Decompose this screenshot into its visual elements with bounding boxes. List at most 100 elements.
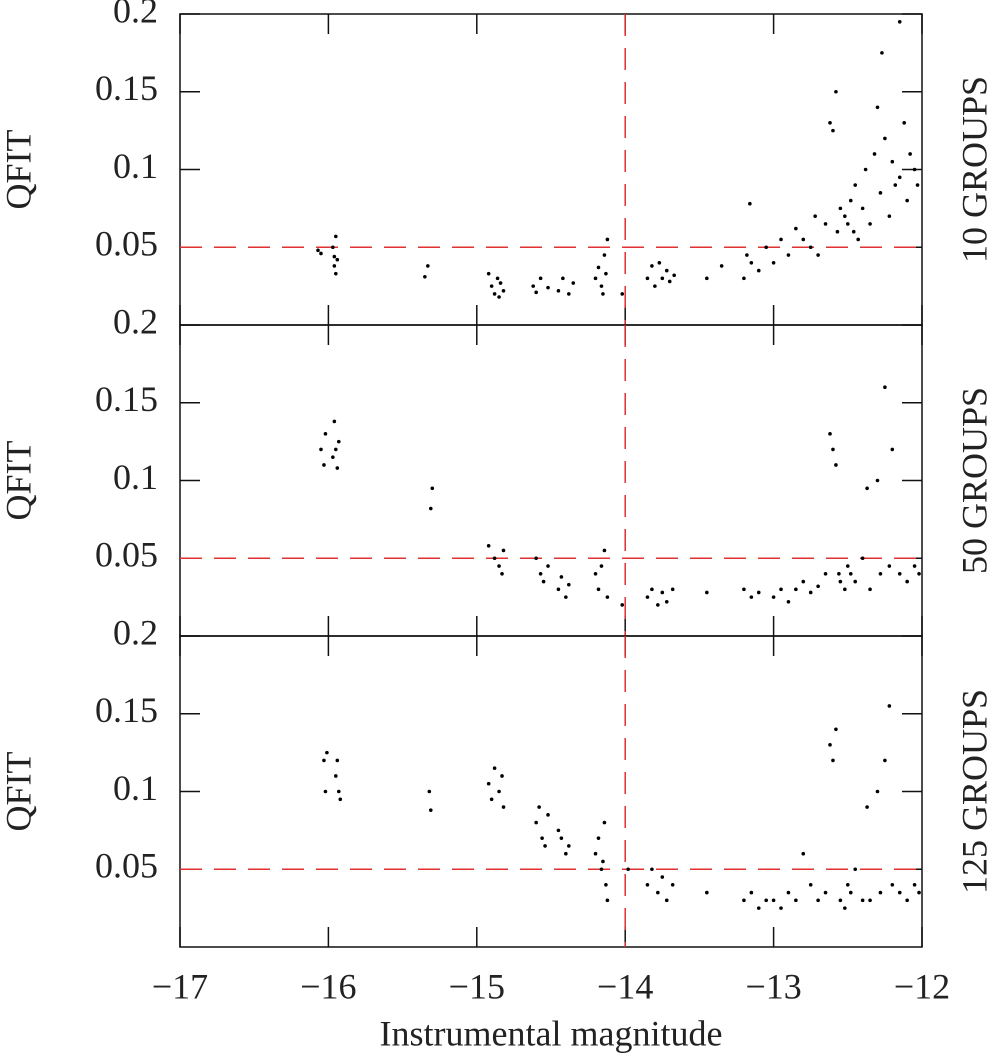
data-point	[660, 276, 665, 281]
x-tick-label: −17	[152, 966, 208, 1006]
data-point	[808, 883, 813, 887]
data-point	[534, 820, 538, 825]
data-point	[322, 758, 326, 763]
data-point	[656, 890, 660, 895]
data-point	[843, 906, 847, 910]
data-point	[601, 859, 605, 864]
data-point	[537, 805, 541, 809]
y-tick-label: 0.05	[95, 224, 158, 264]
data-point	[848, 890, 853, 895]
data-point	[620, 292, 625, 296]
data-point	[890, 883, 895, 887]
y-tick-label: 0.2	[113, 0, 158, 30]
data-point	[645, 276, 650, 281]
data-point	[322, 463, 326, 467]
data-point	[660, 875, 665, 879]
data-point	[604, 883, 608, 887]
y-tick-label: 0.15	[95, 68, 158, 108]
data-point	[764, 245, 768, 250]
data-point	[851, 229, 856, 234]
data-point	[828, 432, 832, 436]
data-point	[543, 844, 547, 848]
data-point	[831, 447, 835, 452]
data-point	[650, 587, 654, 592]
data-point	[860, 556, 865, 561]
data-point	[905, 198, 909, 203]
data-point	[823, 222, 828, 226]
data-point	[650, 867, 654, 872]
data-point	[887, 564, 892, 568]
y-axis-label: QFIT	[0, 751, 38, 831]
data-point	[599, 284, 604, 288]
data-point	[897, 19, 902, 24]
data-point	[865, 486, 869, 491]
data-point	[426, 264, 430, 268]
data-point	[540, 836, 544, 840]
data-point	[860, 898, 865, 903]
data-point	[571, 281, 576, 285]
data-point	[593, 572, 598, 576]
data-point	[538, 572, 543, 576]
data-point	[786, 599, 791, 604]
data-point	[489, 284, 494, 288]
data-point	[917, 572, 921, 576]
data-point	[325, 750, 329, 755]
data-point	[604, 271, 608, 276]
data-point	[564, 595, 568, 599]
y-tick-label: 0.1	[113, 768, 158, 808]
data-point	[897, 572, 902, 576]
data-point	[497, 564, 501, 568]
data-point	[878, 572, 883, 576]
data-point	[335, 758, 340, 763]
data-point	[656, 603, 660, 607]
data-point	[599, 564, 604, 568]
data-point	[335, 257, 340, 262]
data-point	[319, 251, 323, 256]
data-point	[664, 599, 669, 604]
data-point	[670, 883, 675, 887]
data-point	[823, 890, 828, 895]
data-point	[664, 268, 669, 273]
data-point	[492, 292, 497, 296]
data-point	[428, 506, 433, 511]
data-point	[593, 276, 598, 281]
data-point	[336, 439, 341, 444]
plot-frame	[179, 13, 923, 326]
data-point	[848, 572, 853, 576]
data-point	[331, 245, 335, 250]
data-point	[808, 590, 813, 595]
data-point	[779, 587, 783, 592]
data-point	[868, 898, 872, 903]
data-point	[323, 789, 328, 794]
x-tick-label: −14	[597, 966, 653, 1006]
data-point	[846, 222, 850, 226]
data-point	[561, 276, 565, 281]
data-point	[834, 89, 838, 94]
data-point	[875, 105, 880, 110]
x-tick-label: −16	[300, 966, 356, 1006]
data-point	[423, 274, 427, 279]
y-tick-label: 0.2	[113, 301, 158, 341]
data-point	[332, 254, 337, 259]
data-point	[794, 587, 798, 592]
y-axis-label: QFIT	[0, 129, 38, 209]
data-point	[316, 248, 320, 253]
data-point	[902, 121, 906, 125]
x-tick-label: −15	[449, 966, 505, 1006]
data-point	[541, 579, 546, 584]
data-point	[593, 851, 598, 856]
data-point	[556, 828, 561, 833]
data-point	[556, 288, 561, 293]
data-point	[878, 191, 883, 195]
data-point	[860, 206, 865, 211]
x-tick-label: −13	[745, 966, 801, 1006]
data-point	[332, 419, 337, 424]
data-point	[846, 564, 850, 568]
data-point	[705, 276, 709, 281]
panel-label: 50 GROUPS	[954, 387, 994, 574]
data-point	[905, 898, 909, 903]
data-point	[872, 152, 877, 156]
data-point	[816, 253, 820, 257]
data-point	[846, 883, 850, 887]
